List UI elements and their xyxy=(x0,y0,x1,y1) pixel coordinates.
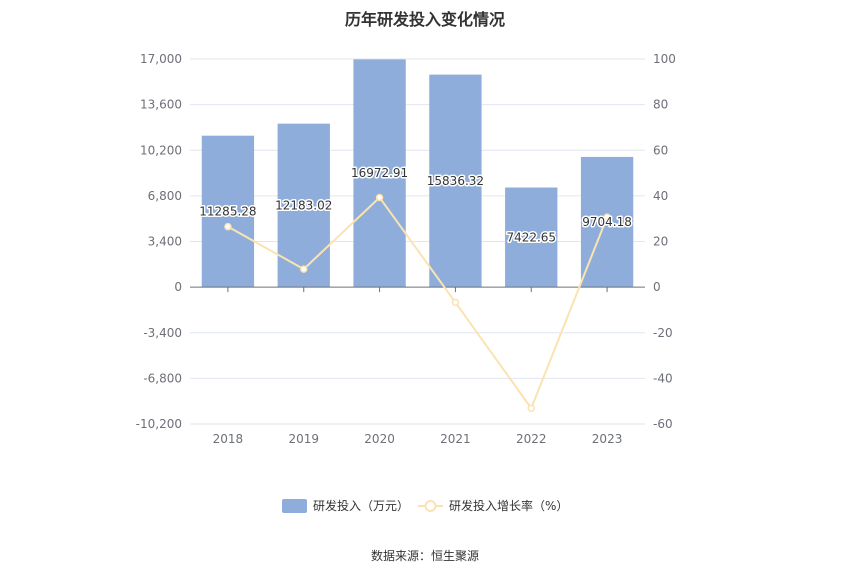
right-axis: 100 80 60 40 20 0 -20 -40 -60 xyxy=(653,52,676,431)
y-right-tick-label: 60 xyxy=(653,143,668,157)
y-right-tick-label: 20 xyxy=(653,235,668,249)
x-tick-label: 2018 xyxy=(213,432,244,446)
bar[interactable] xyxy=(201,135,255,288)
line-series xyxy=(224,193,611,413)
bar[interactable] xyxy=(580,156,634,288)
line-point[interactable] xyxy=(527,404,535,413)
bar-value-label: 15836.32 xyxy=(427,174,484,188)
bar-series xyxy=(201,59,634,288)
legend-bar-label[interactable]: 研发投入（万元） xyxy=(313,498,409,513)
y-right-tick-label: 40 xyxy=(653,189,668,203)
y-left-tick-label: 0 xyxy=(174,280,182,294)
line-point[interactable] xyxy=(451,298,460,307)
y-right-tick-label: 80 xyxy=(653,98,668,112)
y-left-tick-label: 13,600 xyxy=(140,98,182,112)
bar[interactable] xyxy=(429,74,482,288)
y-left-tick-label: -3,400 xyxy=(143,326,182,340)
bar-value-label: 11285.28 xyxy=(199,204,256,218)
y-right-tick-label: -60 xyxy=(653,417,673,431)
bar[interactable] xyxy=(505,187,558,288)
x-axis xyxy=(190,286,645,293)
grid-lines xyxy=(190,58,645,425)
x-axis-ticks: 2018 2019 2020 2021 2022 2023 xyxy=(213,432,623,446)
growth-line xyxy=(227,195,609,411)
legend-line-marker[interactable] xyxy=(424,500,437,512)
line-point[interactable] xyxy=(603,213,611,221)
bar-value-label: 12183.02 xyxy=(275,198,332,212)
x-tick-label: 2019 xyxy=(288,432,319,446)
bar-value-label: 9704.18 xyxy=(582,215,632,229)
y-left-tick-label: 17,000 xyxy=(140,52,182,66)
y-left-tick-label: 10,200 xyxy=(140,143,182,157)
x-tick-label: 2021 xyxy=(440,432,471,446)
left-axis: 17,000 13,600 10,200 6,800 3,400 0 -3,400 -6,80… xyxy=(136,52,182,431)
line-point[interactable] xyxy=(375,193,384,202)
data-source: 数据来源：恒生聚源 xyxy=(370,549,479,563)
bar[interactable] xyxy=(353,59,406,288)
bar-value-label: 7422.65 xyxy=(506,230,556,244)
line-point[interactable] xyxy=(300,265,308,273)
x-tick-label: 2022 xyxy=(516,432,547,446)
x-tick-label: 2023 xyxy=(592,432,623,446)
legend: 研发投入（万元） 研发投入增长率（%） xyxy=(282,498,568,513)
y-left-tick-label: 6,800 xyxy=(148,189,182,203)
y-left-tick-label: -6,800 xyxy=(143,371,182,385)
legend-line-label[interactable]: 研发投入增长率（%） xyxy=(449,498,568,513)
x-tick-label: 2020 xyxy=(364,432,395,446)
y-right-tick-label: 100 xyxy=(653,52,676,66)
chart-title: 历年研发投入变化情况 xyxy=(344,10,505,29)
y-left-tick-label: -10,200 xyxy=(136,417,182,431)
line-point[interactable] xyxy=(224,222,232,231)
y-left-tick-label: 3,400 xyxy=(148,235,182,249)
bar-value-label: 16972.91 xyxy=(351,166,408,180)
data-labels: 11285.28 12183.02 16972.91 15836.32 7422.65 9… xyxy=(198,165,634,246)
legend-bar-swatch[interactable] xyxy=(282,499,307,513)
y-right-tick-label: 0 xyxy=(653,280,661,294)
y-right-tick-label: -20 xyxy=(653,326,673,340)
y-right-tick-label: -40 xyxy=(653,371,673,385)
